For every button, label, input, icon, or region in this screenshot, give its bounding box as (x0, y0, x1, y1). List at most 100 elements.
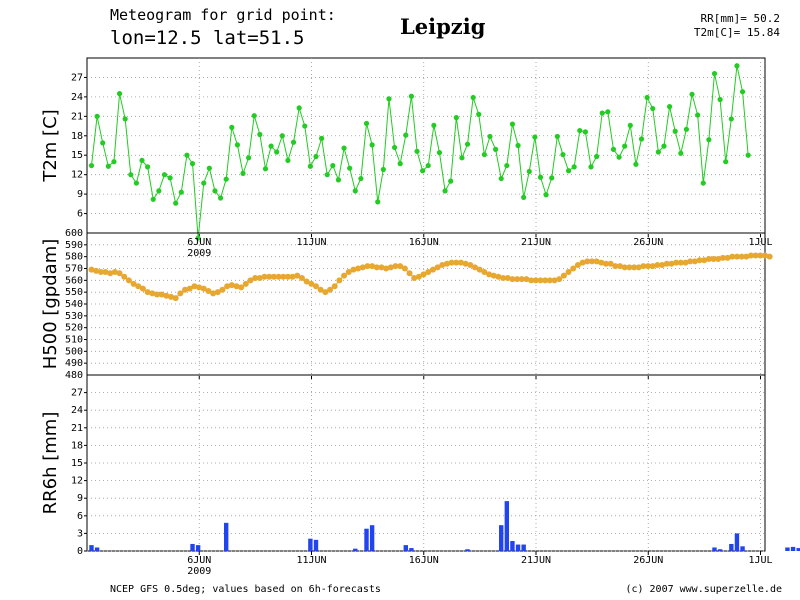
geopotential-point (537, 277, 544, 284)
temperature-point (717, 96, 723, 103)
geopotential-point (486, 271, 493, 278)
temperature-point (178, 189, 184, 195)
temperature-point (184, 152, 190, 158)
geopotential-point (233, 283, 240, 290)
temperature-point (156, 188, 162, 194)
temperature-point (274, 149, 280, 155)
temperature-point (150, 196, 156, 202)
temperature-point (638, 136, 645, 142)
geopotential-point (252, 274, 259, 281)
temperature-point (616, 154, 622, 160)
geopotential-point (570, 265, 577, 272)
geopotential-point (130, 280, 137, 287)
temperature-point (234, 142, 241, 148)
temperature-point (588, 164, 594, 170)
geopotential-point (210, 290, 217, 297)
temperature-point (633, 161, 639, 167)
temperature-point (448, 178, 454, 184)
temperature-point (105, 163, 111, 169)
geopotential-point (556, 276, 563, 283)
geopotential-point (663, 260, 670, 267)
geopotential-point (397, 263, 404, 270)
temperature-point (470, 94, 476, 101)
x-tick-label: 6JUN (187, 555, 211, 566)
y-tick-label: 15 (71, 458, 83, 469)
temperature-point (94, 113, 100, 119)
temperature-point (577, 127, 583, 134)
temperature-point (599, 110, 605, 116)
temperature-point (459, 155, 465, 161)
geopotential-point (743, 253, 750, 260)
geopotential-point (602, 260, 609, 267)
temperature-point (481, 151, 487, 158)
y-axis-label: RR6h [mm] (40, 412, 61, 515)
temperature-point (678, 150, 684, 156)
y-tick-label: 9 (77, 493, 83, 504)
temperature-point (217, 195, 224, 201)
geopotential-point (715, 256, 722, 263)
x-tick-label: 21JUN (521, 555, 551, 566)
temperature-point (739, 89, 746, 95)
temperature-point (313, 153, 319, 160)
geopotential-point (626, 264, 633, 271)
geopotential-point (196, 284, 203, 291)
geopotential-point (205, 287, 212, 294)
y-tick-label: 24 (71, 92, 83, 103)
temperature-point (212, 188, 218, 194)
geopotential-point (542, 277, 549, 284)
rain-bar (729, 543, 734, 551)
temp-mean: T2m[C]= 15.84 (693, 26, 780, 39)
temperature-point (111, 159, 117, 165)
geopotential-point (387, 264, 394, 271)
geopotential-point (766, 253, 773, 260)
temperature-point (285, 157, 291, 164)
geopotential-point (266, 273, 273, 280)
temperature-point (554, 133, 560, 140)
y-tick-label: 540 (65, 299, 83, 310)
geopotential-point (757, 252, 764, 259)
geopotential-point (341, 272, 348, 279)
geopotential-point (434, 264, 441, 271)
temperature-point (302, 123, 308, 129)
temperature-point (666, 104, 673, 110)
y-tick-label: 550 (65, 287, 83, 298)
temperature-point (695, 112, 701, 118)
temperature-point (251, 113, 257, 119)
geopotential-point (738, 253, 745, 260)
geopotential-point (275, 273, 282, 280)
geopotential-point (168, 293, 175, 300)
temperature-point (487, 133, 493, 140)
geopotential-point (551, 277, 558, 284)
temperature-point (565, 168, 572, 174)
y-tick-label: 21 (71, 423, 83, 434)
temperature-point (347, 165, 353, 171)
geopotential-point (355, 265, 362, 272)
temperature-point (161, 172, 168, 178)
rain-bar (403, 545, 408, 551)
temperature-point (521, 194, 527, 200)
geopotential-point (289, 273, 296, 280)
temperature-point (380, 166, 386, 173)
geopotential-point (350, 266, 357, 273)
geopotential-point (182, 286, 189, 293)
geopotential-point (762, 252, 768, 259)
rain-bar (499, 525, 504, 551)
rain-bar (521, 544, 526, 551)
y-tick-label: 600 (65, 228, 83, 239)
temperature-point (319, 135, 325, 141)
geopotential-point (294, 272, 301, 279)
geopotential-point (504, 274, 511, 281)
temperature-point (425, 162, 431, 169)
rain-bar (740, 546, 745, 551)
temperature-point (498, 175, 504, 182)
geopotential-point (673, 259, 680, 266)
temperature-point (532, 134, 538, 140)
geopotential-point (270, 273, 277, 280)
temperature-point (257, 131, 263, 138)
rain-bar (190, 543, 195, 551)
temperature-point (537, 174, 544, 180)
x-tick-label: 16JUN (409, 237, 439, 248)
geopotential-point (467, 261, 474, 268)
x-tick-label: 11JUN (296, 237, 326, 248)
geopotential-point (429, 266, 436, 273)
